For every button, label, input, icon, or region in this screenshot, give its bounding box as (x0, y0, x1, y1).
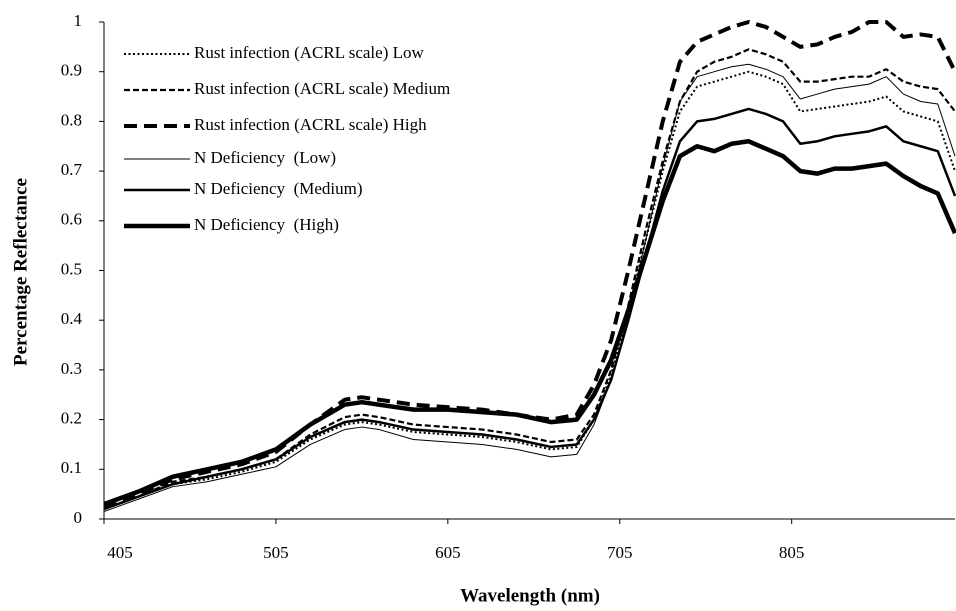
legend-label: N Deficiency (High) (194, 215, 339, 234)
x-tick-label: 805 (779, 543, 805, 562)
legend-label: N Deficiency (Low) (194, 148, 336, 167)
legend-label: Rust infection (ACRL scale) Medium (194, 79, 450, 98)
y-tick-label: 0.4 (61, 309, 83, 328)
y-tick-label: 0.3 (61, 359, 82, 378)
y-tick-label: 0.9 (61, 61, 82, 80)
x-tick-label: 505 (263, 543, 289, 562)
y-axis-title: Percentage Reflectance (10, 178, 31, 366)
series-line (103, 48, 956, 511)
y-tick-label: 0.2 (61, 409, 82, 428)
legend-label: N Deficiency (Medium) (194, 179, 363, 198)
y-tick-label: 0.6 (61, 210, 82, 229)
y-tick-label: 0.7 (61, 160, 83, 179)
y-tick-label: 0.8 (61, 110, 82, 129)
x-axis-title: Wavelength (nm) (460, 585, 600, 606)
legend-label: Rust infection (ACRL scale) High (194, 115, 427, 134)
y-tick-label: 0.1 (61, 458, 82, 477)
y-tick-label: 0.5 (61, 259, 82, 278)
series-line (103, 70, 956, 511)
y-tick-label: 0 (74, 508, 83, 527)
y-tick-label: 1 (74, 11, 83, 30)
x-tick-label: 605 (435, 543, 461, 562)
series-line (103, 139, 956, 507)
legend-label: Rust infection (ACRL scale) Low (194, 43, 424, 62)
x-tick-label: 705 (607, 543, 633, 562)
x-tick-label: 405 (107, 543, 133, 562)
